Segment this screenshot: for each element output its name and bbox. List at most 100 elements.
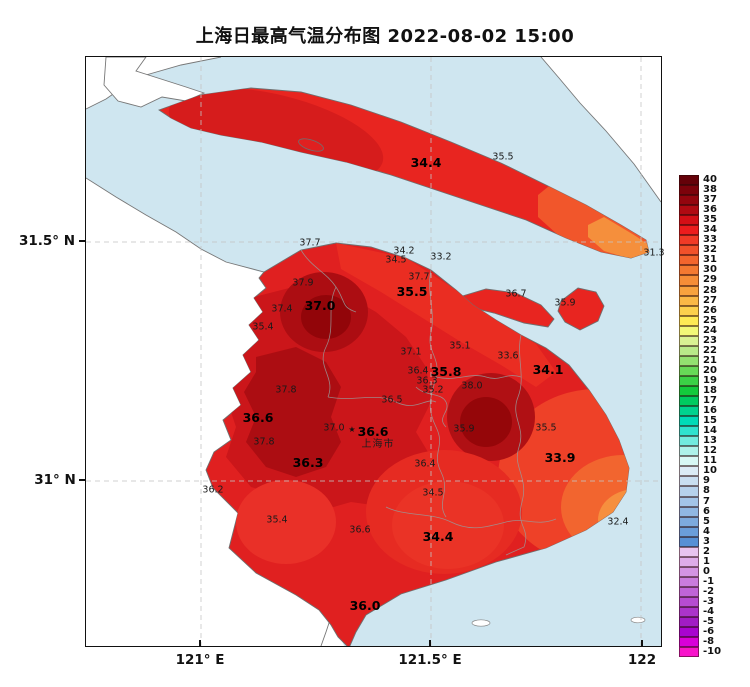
color-scale-value: 19: [703, 374, 717, 386]
color-scale-row: 13: [679, 436, 721, 447]
color-scale-swatch: [679, 315, 699, 326]
color-scale-swatch: [679, 446, 699, 457]
x-tick-121p5: [429, 640, 431, 646]
x-axis-label: 121° E: [175, 652, 225, 668]
color-scale-swatch: [679, 285, 699, 296]
color-scale-value: 4: [703, 525, 710, 537]
color-scale-row: -4: [679, 606, 721, 618]
color-scale-swatch: [679, 175, 699, 186]
station-temperature-label: 35.5: [535, 422, 557, 434]
color-scale-row: 30: [679, 265, 721, 276]
qidong-coastline: [540, 57, 661, 203]
district-temperature-label: 34.4: [422, 528, 454, 544]
north-coast-bright-zone: [336, 243, 556, 387]
color-scale-swatch: [679, 305, 699, 316]
color-scale-swatch: [679, 436, 699, 447]
station-temperature-label: 35.4: [252, 321, 274, 333]
color-scale-value: 40: [703, 174, 717, 186]
color-scale-swatch: [679, 637, 699, 648]
district-temperature-label: 36.6: [357, 423, 389, 439]
color-scale-swatch: [679, 536, 699, 547]
color-scale-value: 8: [703, 485, 710, 497]
station-temperature-label: 33.2: [430, 251, 452, 263]
graticule-gridlines: [86, 57, 661, 646]
x-tick-121: [199, 640, 201, 646]
color-scale-value: -4: [703, 606, 715, 618]
color-scale-row: 4: [679, 525, 721, 537]
color-scale-swatch: [679, 496, 699, 507]
color-scale-swatch: [679, 355, 699, 366]
color-scale-value: 37: [703, 194, 717, 206]
station-temperature-label: 34.2: [393, 245, 415, 257]
color-scale-swatch: [679, 506, 699, 517]
color-scale-value: -2: [703, 585, 715, 597]
district-temperature-label: 35.8: [430, 363, 462, 379]
color-scale-value: 32: [703, 244, 717, 256]
color-scale-row: 12: [679, 445, 721, 457]
color-scale-swatch: [679, 426, 699, 437]
color-scale-swatch: [679, 385, 699, 397]
color-scale-value: 10: [703, 465, 717, 477]
station-temperature-label: 31.3: [643, 247, 665, 259]
district-temperature-label: 33.9: [544, 449, 576, 465]
jinshan-light-zone: [236, 480, 336, 564]
station-temperature-label: 32.4: [607, 516, 629, 528]
color-scale-value: 34: [703, 224, 717, 236]
color-scale-swatch: [679, 456, 699, 467]
color-scale-swatch: [679, 406, 699, 417]
color-scale-value: -8: [703, 636, 715, 648]
color-scale-row: 19: [679, 374, 721, 386]
color-scale-swatch: [679, 566, 699, 577]
color-scale-swatch: [679, 516, 699, 527]
color-scale-value: 24: [703, 324, 717, 336]
color-scale-swatch: [679, 375, 699, 386]
color-scale-row: 25: [679, 315, 721, 326]
color-scale-value: 0: [703, 565, 710, 577]
color-scale-row: 15: [679, 416, 721, 427]
color-scale-row: 6: [679, 506, 721, 517]
station-temperature-label: 33.6: [497, 350, 519, 362]
color-scale-value: 31: [703, 254, 717, 266]
color-scale-value: 12: [703, 445, 717, 457]
color-scale-value: 36: [703, 204, 717, 216]
color-scale-value: 38: [703, 184, 717, 196]
shanghai-temperature-map: [86, 57, 661, 646]
y-tick-31p5: [79, 240, 85, 242]
color-scale-swatch: [679, 526, 699, 537]
color-scale-value: 1: [703, 555, 710, 567]
color-scale-row: 0: [679, 565, 721, 577]
color-scale-value: 22: [703, 344, 717, 356]
color-scale: 40 38 37 36 35 34 33 32 31 30 29 28 27 26 25 24 23 22 21 20…: [679, 174, 722, 658]
color-scale-row: 22: [679, 344, 721, 356]
color-scale-row: 17: [679, 396, 721, 407]
color-scale-row: 37: [679, 194, 721, 206]
color-scale-swatch: [679, 466, 699, 477]
qidong-land: [541, 57, 661, 202]
color-scale-value: 18: [703, 385, 717, 396]
color-scale-row: 3: [679, 536, 721, 547]
color-scale-row: 8: [679, 485, 721, 497]
color-scale-value: 29: [703, 274, 717, 286]
color-scale-value: -5: [703, 616, 715, 628]
district-temperature-label: 37.0: [304, 297, 336, 313]
city-marker-icon: ★: [348, 425, 356, 434]
color-scale-value: 5: [703, 515, 710, 527]
station-temperature-label: 36.4: [407, 365, 429, 377]
color-scale-value: -6: [703, 626, 715, 638]
color-scale-row: 10: [679, 465, 721, 477]
color-scale-row: 32: [679, 244, 721, 256]
color-scale-row: -3: [679, 595, 721, 608]
station-temperature-label: 34.5: [422, 487, 444, 499]
color-scale-row: 20: [679, 365, 721, 376]
color-scale-swatch: [679, 556, 699, 567]
color-scale-value: -3: [703, 595, 715, 607]
color-scale-swatch: [679, 235, 699, 246]
color-scale-swatch: [679, 185, 699, 196]
color-scale-swatch: [679, 195, 699, 206]
bay-islet-2: [630, 616, 646, 624]
color-scale-swatch: [679, 647, 699, 658]
color-scale-row: 35: [679, 215, 721, 226]
color-scale-value: -10: [703, 646, 722, 658]
color-scale-value: 16: [703, 405, 717, 417]
color-scale-row: 34: [679, 224, 721, 236]
